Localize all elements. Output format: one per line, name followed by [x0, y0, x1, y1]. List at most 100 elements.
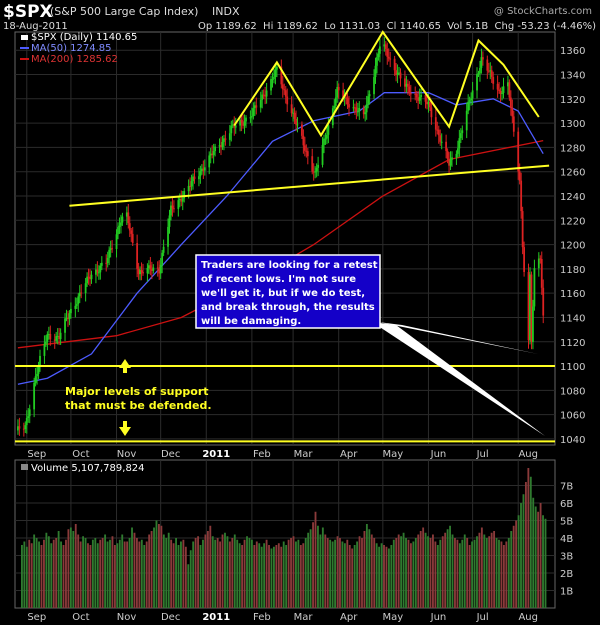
- price-candle: [137, 262, 140, 280]
- volume-bar: [312, 522, 314, 608]
- volume-bar: [248, 538, 251, 608]
- price-candle: [276, 63, 278, 78]
- volume-bar: [405, 538, 407, 608]
- price-candle: [476, 67, 478, 99]
- price-candle: [459, 128, 462, 144]
- price-candle: [115, 229, 118, 258]
- volume-bar: [140, 539, 143, 608]
- chart-date: 18-Aug-2011: [3, 21, 68, 32]
- price-candle: [334, 89, 337, 113]
- volume-bar: [197, 536, 199, 608]
- price-x-label: Dec: [161, 449, 180, 460]
- ma200-legend: MA(200) 1285.62: [31, 54, 118, 65]
- volume-bar: [265, 539, 268, 608]
- price-candle: [498, 82, 500, 94]
- volume-bar: [451, 534, 454, 608]
- price-candle: [461, 125, 464, 140]
- price-candle: [480, 48, 483, 74]
- volume-x-label: 2011: [202, 612, 230, 623]
- volume-bar: [461, 539, 464, 608]
- price-candle: [398, 66, 400, 76]
- price-candle: [87, 268, 90, 285]
- price-candle: [161, 250, 164, 274]
- price-candle: [317, 156, 320, 177]
- volume-bar: [224, 532, 226, 608]
- volume-bar: [532, 497, 535, 608]
- price-candle: [379, 38, 381, 63]
- price-candle: [445, 134, 448, 159]
- volume-bar: [57, 531, 60, 608]
- price-candle: [190, 174, 193, 191]
- price-candle: [64, 313, 66, 342]
- callout-box: [195, 254, 381, 329]
- volume-panel: 1B 2B 3B 4B 5B 6B 7B Volume 5,107,789,824 Sep O…: [14, 459, 573, 623]
- volume-bar: [414, 538, 417, 608]
- volume-bar: [387, 548, 390, 608]
- price-candle: [259, 91, 262, 113]
- support-label-line-2: that must be defended.: [65, 399, 212, 412]
- volume-bar: [383, 545, 385, 608]
- price-candle: [529, 267, 531, 345]
- price-candle: [455, 150, 458, 165]
- price-candle: [508, 79, 511, 101]
- volume-bar: [510, 531, 513, 608]
- volume-bar: [133, 532, 136, 608]
- price-candle: [496, 75, 499, 98]
- price-candle: [220, 136, 222, 156]
- price-candle: [395, 63, 397, 82]
- price-candle: [348, 95, 350, 117]
- volume-bar: [33, 534, 36, 608]
- price-candle: [465, 102, 468, 139]
- price-candle: [487, 62, 490, 74]
- price-candle: [358, 101, 361, 120]
- price-candle: [78, 285, 81, 304]
- volume-bar: [96, 543, 99, 608]
- volume-bar: [390, 545, 393, 608]
- volume-bar: [50, 543, 53, 608]
- volume-bar: [368, 529, 371, 608]
- price-panel: 1040 1060 1080 1100 1120 1140 1160 1180 1200 1220…: [14, 30, 585, 460]
- price-candle: [517, 127, 520, 180]
- volume-bar: [353, 545, 356, 608]
- price-candle: [527, 263, 530, 349]
- price-x-label: May: [383, 449, 404, 460]
- volume-bar: [189, 550, 192, 608]
- price-candle: [374, 57, 377, 84]
- price-candle: [24, 421, 27, 434]
- price-candle: [128, 216, 131, 237]
- volume-bar: [25, 546, 28, 608]
- price-candle: [456, 140, 459, 158]
- price-candle: [437, 125, 440, 144]
- price-candle: [189, 177, 191, 194]
- price-candle: [139, 266, 141, 281]
- price-candle: [218, 138, 221, 154]
- price-candle: [177, 195, 180, 217]
- price-candle: [467, 94, 470, 115]
- price-candle: [539, 255, 542, 264]
- price-x-label: Mar: [294, 449, 314, 460]
- price-candle: [406, 79, 409, 95]
- price-candle: [25, 410, 28, 434]
- volume-legend-marker: [21, 464, 28, 470]
- price-candle: [512, 110, 515, 137]
- price-candle: [243, 114, 246, 134]
- price-candle: [150, 261, 153, 280]
- price-candle: [142, 263, 144, 276]
- price-candle: [105, 254, 108, 272]
- volume-bar: [432, 534, 434, 608]
- volume-bar: [158, 524, 160, 608]
- price-candle: [131, 226, 134, 247]
- volume-bar: [495, 538, 498, 608]
- volume-bar: [272, 546, 275, 608]
- price-candle: [533, 259, 536, 311]
- volume-bar: [395, 538, 398, 608]
- price-candle: [111, 239, 114, 253]
- price-candle: [509, 90, 512, 116]
- volume-bar: [287, 539, 290, 608]
- volume-x-label: Jun: [430, 612, 447, 623]
- price-candle: [365, 95, 368, 120]
- price-candle: [89, 269, 91, 287]
- price-candle: [353, 103, 356, 115]
- price-candle: [44, 335, 47, 347]
- price-candle: [199, 165, 202, 184]
